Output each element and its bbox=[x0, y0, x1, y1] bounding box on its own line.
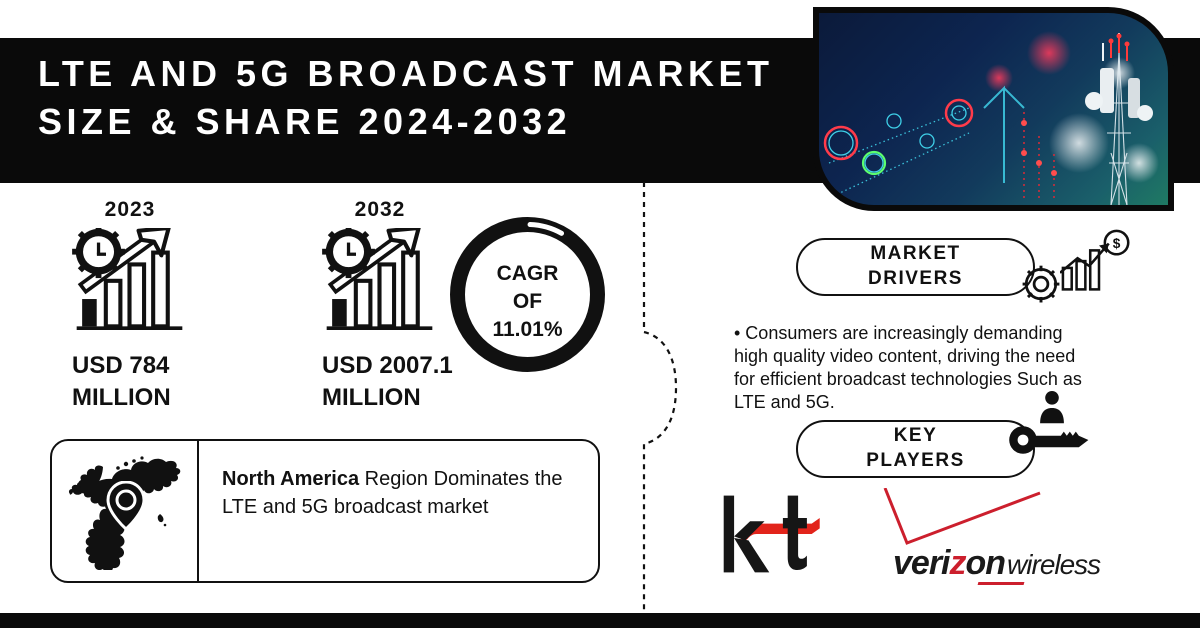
svg-text:$: $ bbox=[1113, 236, 1121, 251]
